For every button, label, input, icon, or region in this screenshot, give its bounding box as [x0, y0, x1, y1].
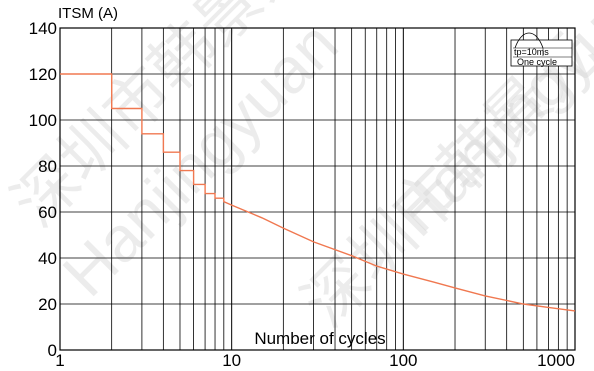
x-axis-label: Number of cycles	[254, 329, 385, 348]
x-axis-ticks: 1 10 100 1000	[55, 351, 575, 370]
x-tick-label: 10	[222, 351, 241, 370]
x-tick-label: 100	[389, 351, 417, 370]
one-cycle-label: One cycle	[517, 57, 557, 67]
plot-frame	[59, 27, 576, 351]
x-tick-label: 1	[55, 351, 64, 370]
y-tick-label: 40	[38, 249, 57, 268]
pulse-waveform-icon	[514, 32, 544, 49]
y-tick-label: 120	[29, 65, 57, 84]
watermark-text: Hanjingyuan	[379, 0, 594, 250]
y-tick-label: 60	[38, 203, 57, 222]
y-tick-label: 20	[38, 295, 57, 314]
pulse-inset: tp=10ms One cycle	[510, 32, 573, 67]
pulse-width-label: tp=10ms	[514, 47, 549, 57]
y-tick-label: 140	[29, 19, 57, 38]
x-tick-label: 1000	[537, 351, 575, 370]
series-line	[60, 73, 576, 312]
y-tick-label: 0	[48, 341, 57, 360]
y-axis-label: ITSM (A)	[58, 5, 118, 22]
y-tick-label: 80	[38, 157, 57, 176]
y-axis-ticks: 0 20 40 60 80 100 120 140	[29, 19, 57, 360]
y-tick-label: 100	[29, 111, 57, 130]
series-layer	[60, 73, 576, 312]
